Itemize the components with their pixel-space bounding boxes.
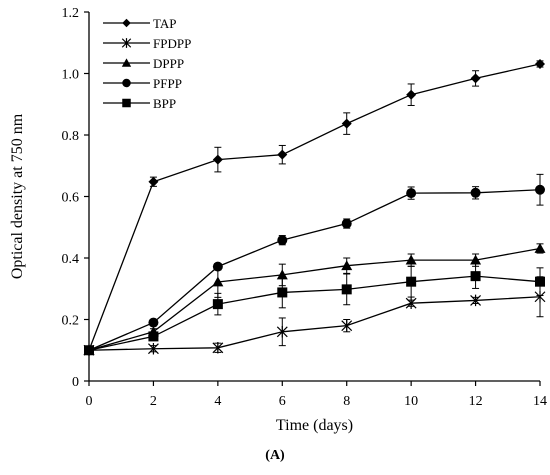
marker-diamond [341, 118, 352, 129]
marker-square [535, 276, 545, 287]
series-line [88, 247, 541, 351]
legend-label: FPDPP [153, 36, 191, 51]
marker-asterisk [276, 326, 288, 338]
marker-square [470, 271, 481, 282]
series-layer [83, 58, 546, 356]
y-tick-label: 0.8 [62, 129, 80, 144]
marker-circle [406, 188, 417, 199]
marker-diamond [277, 149, 288, 160]
legend-label: DPPP [153, 56, 184, 71]
series-tap [84, 58, 545, 356]
legend-label: BPP [153, 96, 176, 111]
marker-diamond [406, 89, 417, 100]
legend-item-bpp: BPP [103, 96, 176, 111]
marker-square [277, 287, 288, 298]
marker-circle [535, 184, 545, 195]
series-line [88, 189, 541, 351]
marker-triangle [341, 260, 353, 271]
marker-square [406, 276, 417, 287]
y-axis-ticks: 0 0.2 0.4 0.6 0.8 1.0 1.2 [62, 6, 89, 390]
x-tick-label: 2 [150, 394, 157, 409]
marker-circle [122, 78, 131, 88]
marker-triangle [212, 276, 224, 287]
marker-circle [277, 235, 288, 246]
y-tick-label: 0 [72, 375, 79, 390]
x-axis-title: Time (days) [276, 417, 353, 434]
legend-label: TAP [153, 16, 177, 31]
series-bpp [84, 263, 545, 356]
marker-diamond [148, 176, 159, 187]
marker-asterisk [405, 297, 417, 309]
legend-item-tap: TAP [103, 16, 177, 31]
series-dppp [83, 242, 546, 355]
marker-circle [148, 317, 159, 328]
legend-label: PFPP [153, 76, 182, 91]
marker-triangle [470, 254, 482, 265]
legend: TAP FPDPP DPPP PFPP BPP [103, 16, 191, 111]
series-pfpp [84, 173, 545, 356]
series-line [88, 296, 541, 351]
marker-circle [212, 261, 223, 272]
x-tick-label: 4 [214, 394, 221, 409]
marker-square [84, 345, 94, 356]
figure-caption: (A) [265, 448, 285, 463]
marker-asterisk [212, 342, 224, 354]
marker-asterisk [341, 319, 353, 332]
x-tick-label: 8 [343, 394, 350, 409]
legend-item-dppp: DPPP [103, 56, 184, 71]
x-tick-label: 6 [279, 394, 286, 409]
marker-asterisk [121, 38, 132, 48]
legend-item-pfpp: PFPP [103, 76, 182, 91]
marker-asterisk [148, 342, 159, 355]
x-tick-label: 12 [469, 394, 483, 409]
series-line [88, 275, 541, 351]
y-tick-label: 0.4 [62, 252, 80, 267]
marker-square [341, 284, 352, 295]
x-tick-label: 0 [86, 394, 93, 409]
marker-diamond [212, 154, 223, 165]
marker-circle [341, 218, 352, 229]
legend-item-fpdpp: FPDPP [103, 36, 191, 51]
y-tick-label: 0.2 [62, 314, 80, 329]
y-axis-title: Optical density at 750 nm [9, 113, 26, 279]
y-tick-label: 0.6 [62, 191, 80, 206]
marker-circle [470, 187, 481, 198]
x-axis-ticks: 0 2 4 6 8 10 12 14 [86, 381, 547, 409]
marker-diamond [122, 18, 131, 28]
x-tick-label: 10 [404, 394, 418, 409]
marker-triangle [121, 58, 132, 67]
y-tick-label: 1.0 [62, 68, 80, 83]
series-line [88, 63, 541, 351]
x-tick-label: 14 [533, 394, 547, 409]
marker-diamond [535, 58, 545, 69]
y-tick-label: 1.2 [62, 6, 80, 21]
marker-triangle [405, 254, 417, 265]
marker-square [148, 331, 159, 342]
marker-diamond [470, 73, 481, 84]
marker-square [122, 98, 131, 108]
marker-triangle [534, 242, 546, 253]
marker-square [212, 299, 223, 310]
marker-asterisk [470, 294, 481, 307]
